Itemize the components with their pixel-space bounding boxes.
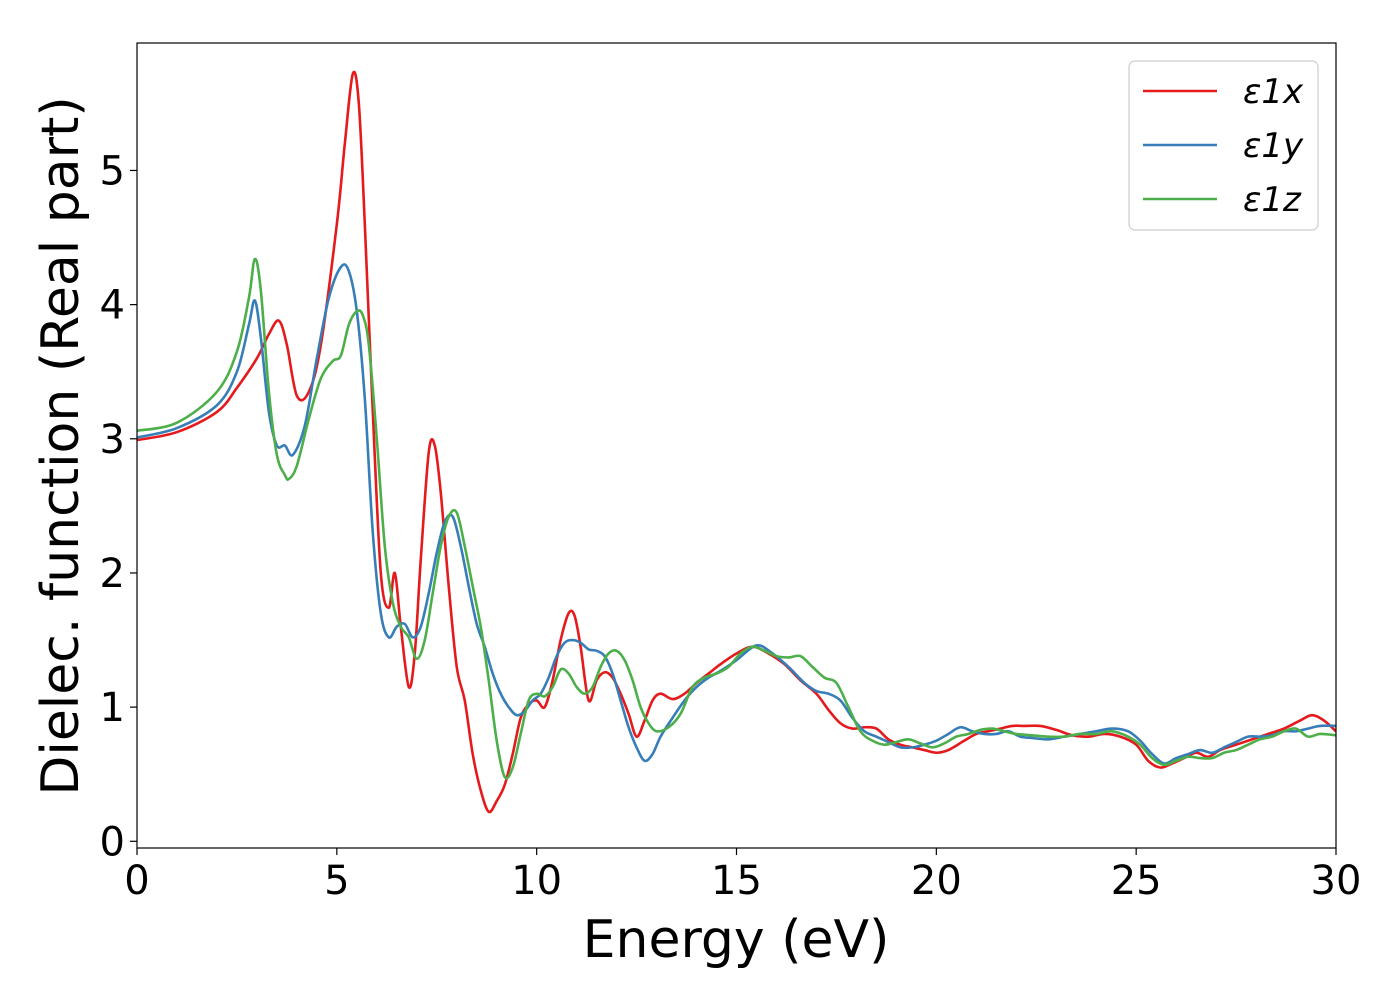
x-tick-label: 0	[124, 858, 149, 904]
legend-box	[1128, 60, 1319, 231]
legend-label-3: ε1z	[1243, 180, 1302, 220]
x-tick-label: 5	[324, 858, 349, 904]
series-line-2	[137, 263, 1336, 765]
y-tick-label: 1	[100, 685, 125, 731]
y-axis-title: Dielec. function (Real part)	[31, 96, 91, 795]
legend: ε1x ε1y ε1z	[1128, 60, 1319, 231]
legend-label-2: ε1y	[1243, 126, 1304, 166]
x-tick-label: 15	[711, 858, 762, 904]
series-line-3	[137, 257, 1336, 780]
plot-lines	[137, 70, 1336, 814]
legend-label-1: ε1x	[1243, 72, 1304, 112]
x-tick-label: 10	[511, 858, 562, 904]
x-tick-label: 30	[1311, 858, 1362, 904]
y-axis-ticks: 0 1 2 3 4 5	[100, 148, 137, 865]
x-axis-ticks: 0 5 10 15 20 25 30	[124, 848, 1361, 904]
x-tick-label: 20	[911, 858, 962, 904]
y-tick-label: 4	[100, 283, 125, 329]
x-axis-title: Energy (eV)	[583, 910, 890, 970]
series-line-1	[137, 70, 1336, 814]
x-tick-label: 25	[1111, 858, 1162, 904]
y-tick-label: 3	[100, 417, 125, 463]
y-tick-label: 5	[100, 148, 125, 194]
y-tick-label: 0	[100, 819, 125, 865]
y-tick-label: 2	[100, 551, 125, 597]
